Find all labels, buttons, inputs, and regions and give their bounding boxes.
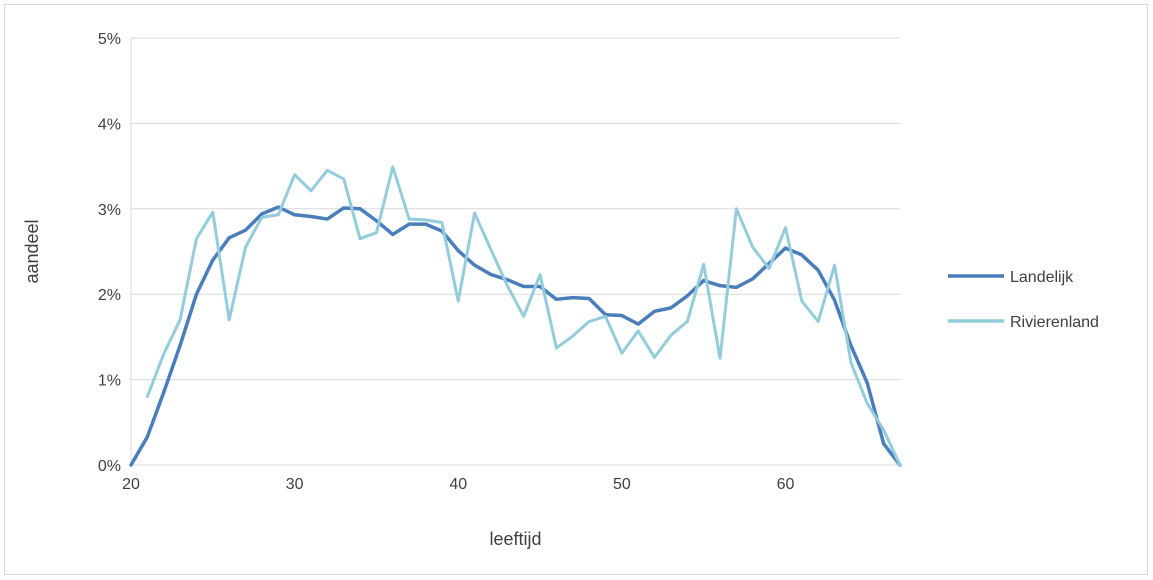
x-axis-title: leeftijd — [489, 529, 541, 549]
series-lines — [131, 167, 900, 465]
tick-labels: 0% 1% 2% 3% 4% 5% 20 30 40 50 60 — [98, 31, 795, 493]
x-tick-label: 40 — [449, 476, 467, 493]
x-tick-label: 60 — [777, 476, 795, 493]
y-tick-label: 1% — [98, 373, 121, 390]
axes — [131, 38, 900, 465]
y-tick-label: 2% — [98, 287, 121, 304]
x-tick-label: 50 — [613, 476, 631, 493]
gridlines — [131, 38, 900, 380]
y-tick-label: 0% — [98, 458, 121, 475]
legend: Landelijk Rivierenland — [948, 269, 1099, 331]
y-tick-label: 5% — [98, 31, 121, 48]
x-tick-label: 20 — [122, 476, 140, 493]
x-tick-label: 30 — [286, 476, 304, 493]
y-tick-label: 3% — [98, 202, 121, 219]
legend-label-landelijk: Landelijk — [1010, 269, 1074, 286]
series-line-rivierenland — [147, 167, 900, 465]
y-tick-label: 4% — [98, 116, 121, 133]
legend-label-rivierenland: Rivierenland — [1010, 314, 1099, 331]
y-axis-title: aandeel — [22, 219, 42, 283]
